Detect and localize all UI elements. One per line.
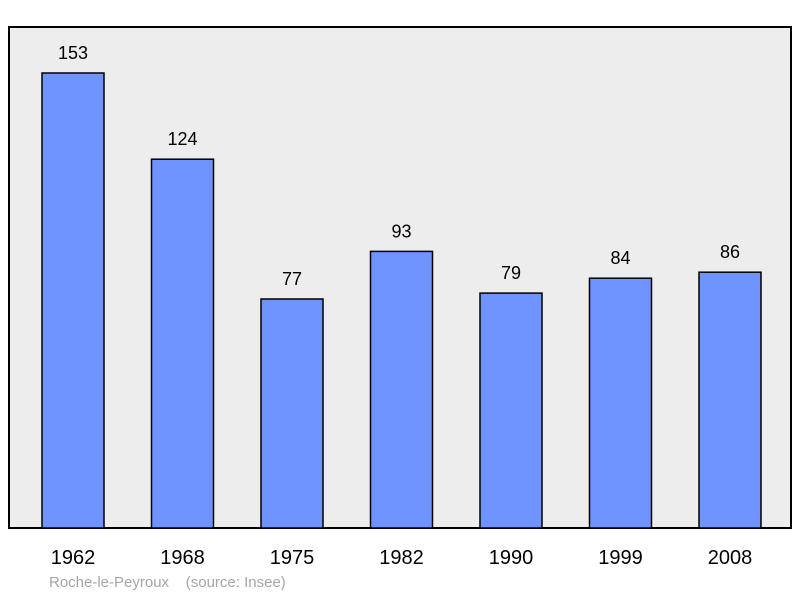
x-tick-2008: 2008 xyxy=(708,547,753,569)
data-label-1990: 79 xyxy=(501,263,521,283)
bar-1975 xyxy=(260,298,324,529)
bar-1968 xyxy=(150,158,215,529)
x-tick-1982: 1982 xyxy=(379,547,424,569)
data-labels: 153 124 77 93 79 84 86 xyxy=(58,43,740,289)
data-label-1982: 93 xyxy=(391,221,411,241)
caption-source: (source: Insee) xyxy=(185,574,286,591)
x-tick-labels: 1962 1968 1975 1982 1990 1999 2008 xyxy=(51,547,753,569)
chart-caption: Roche-le-Peyroux (source: Insee) xyxy=(49,574,286,591)
data-label-1968: 124 xyxy=(167,129,197,149)
bar-chart: 153 124 77 93 79 84 86 1962 1968 1975 1982 1990 199… xyxy=(8,26,792,569)
x-tick-1968: 1968 xyxy=(160,547,205,569)
data-label-2008: 86 xyxy=(720,242,740,262)
caption-place: Roche-le-Peyroux xyxy=(49,574,170,591)
bar-series xyxy=(41,72,762,529)
data-label-1962: 153 xyxy=(58,43,88,63)
x-tick-1990: 1990 xyxy=(489,547,534,569)
data-label-1975: 77 xyxy=(282,269,302,289)
bar-1999 xyxy=(588,277,653,529)
bar-1990 xyxy=(479,292,543,529)
bar-1962 xyxy=(41,72,105,529)
x-tick-1999: 1999 xyxy=(598,547,643,569)
bar-1982 xyxy=(369,250,434,529)
x-tick-1975: 1975 xyxy=(270,547,315,569)
data-label-1999: 84 xyxy=(610,248,630,268)
x-tick-1962: 1962 xyxy=(51,547,96,569)
bar-2008 xyxy=(698,271,762,529)
